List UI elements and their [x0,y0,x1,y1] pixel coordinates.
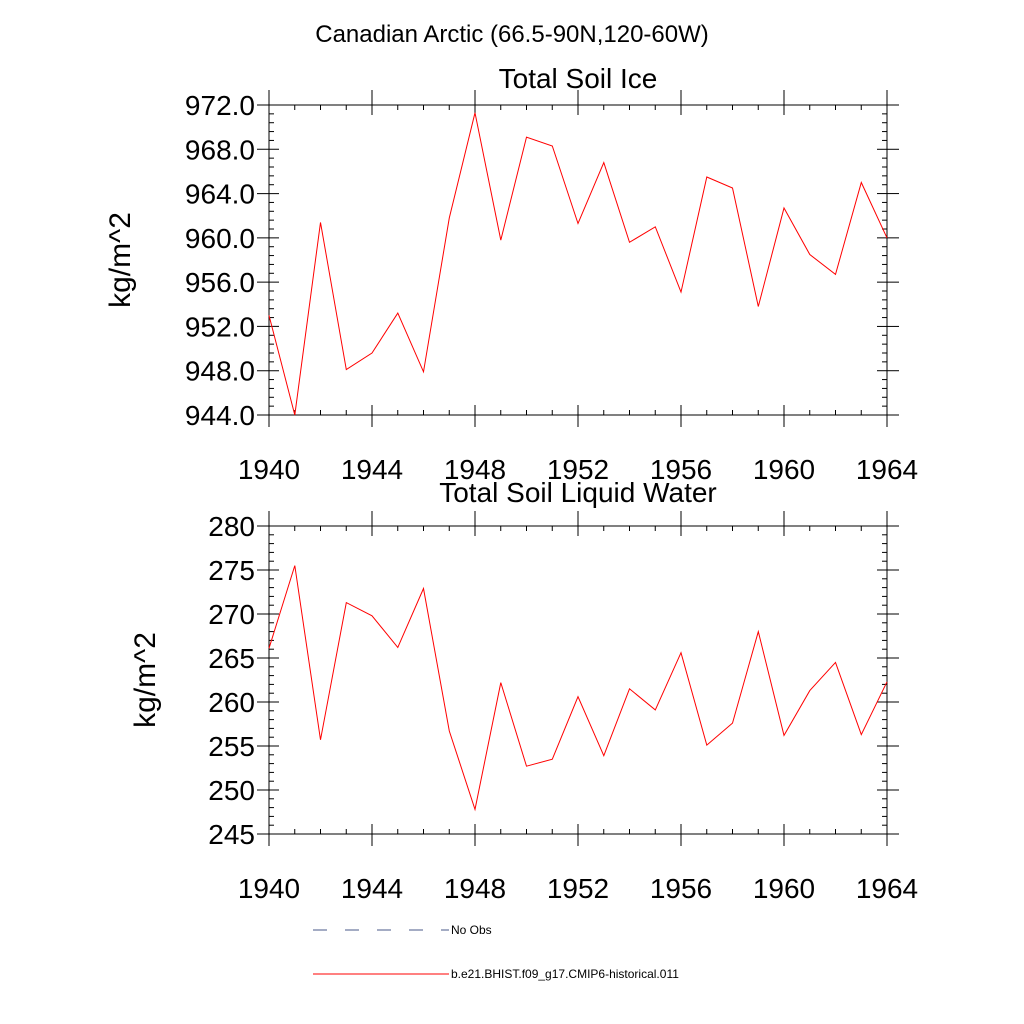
y-tick-label: 948.0 [185,356,255,387]
panel-title: Total Soil Liquid Water [439,477,717,508]
y-tick-label: 270 [208,599,255,630]
series-line [268,112,888,416]
y-tick-label: 250 [208,775,255,806]
x-tick-label: 1944 [341,454,403,485]
y-tick-label: 260 [208,687,255,718]
y-tick-label: 968.0 [185,134,255,165]
x-tick-label: 1940 [238,873,300,904]
x-tick-label: 1944 [341,873,403,904]
legend: No Obs b.e21.BHIST.f09_g17.CMIP6-historic… [313,923,679,981]
series-line [268,565,888,812]
x-tick-label: 1948 [444,454,506,485]
legend-label-1: No Obs [451,923,492,937]
y-tick-label: 245 [208,819,255,850]
x-tick-label: 1952 [547,873,609,904]
y-tick-label: 960.0 [185,223,255,254]
y-tick-label: 956.0 [185,267,255,298]
x-tick-label: 1964 [856,873,918,904]
legend-label-2: b.e21.BHIST.f09_g17.CMIP6-historical.011 [451,967,679,981]
panel-2: Total Soil Liquid Water 245 250 255 260 265 27… [129,477,918,904]
x-tick-label: 1948 [444,873,506,904]
y-tick-label: 255 [208,731,255,762]
y-tick-label: 265 [208,643,255,674]
figure-title: Canadian Arctic (66.5-90N,120-60W) [315,21,709,48]
plot-frame [268,104,888,416]
y-axis-label: kg/m^2 [129,632,162,728]
y-tick-label: 280 [208,511,255,542]
plot-frame [268,525,888,835]
y-tick-label: 952.0 [185,311,255,342]
x-tick-label: 1964 [856,454,918,485]
x-tick-label: 1956 [650,454,712,485]
x-tick-label: 1940 [238,454,300,485]
x-tick-label: 1956 [650,873,712,904]
panel-1: Total Soil Ice 944.0 948.0 952.0 956.0 960.0 9… [104,63,918,485]
panel-title: Total Soil Ice [499,63,658,94]
x-tick-label: 1960 [753,873,815,904]
y-axis-label: kg/m^2 [104,212,137,308]
y-tick-label: 972.0 [185,90,255,121]
y-tick-label: 275 [208,555,255,586]
x-tick-label: 1952 [547,454,609,485]
y-tick-label: 944.0 [185,400,255,431]
y-tick-label: 964.0 [185,179,255,210]
x-tick-label: 1960 [753,454,815,485]
panels: Total Soil Ice 944.0 948.0 952.0 956.0 960.0 9… [104,63,918,904]
